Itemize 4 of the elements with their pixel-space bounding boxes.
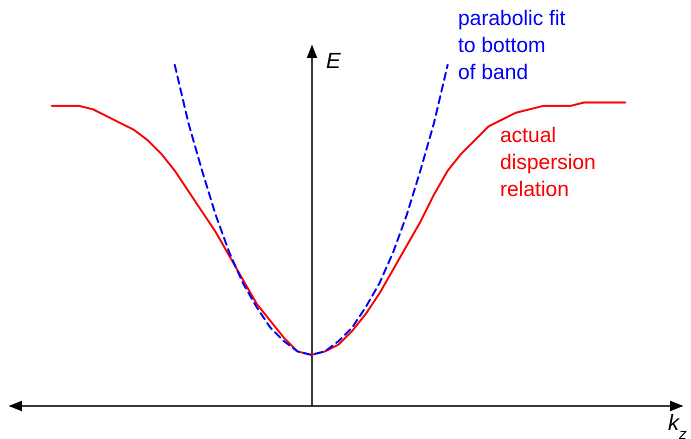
series-label: parabolic fit to bottom of band — [458, 7, 566, 84]
x-axis-title: k$_{z}$ — [668, 410, 687, 439]
y-axis-title: E — [326, 48, 341, 73]
series-label: actual dispersion relation — [500, 124, 596, 201]
